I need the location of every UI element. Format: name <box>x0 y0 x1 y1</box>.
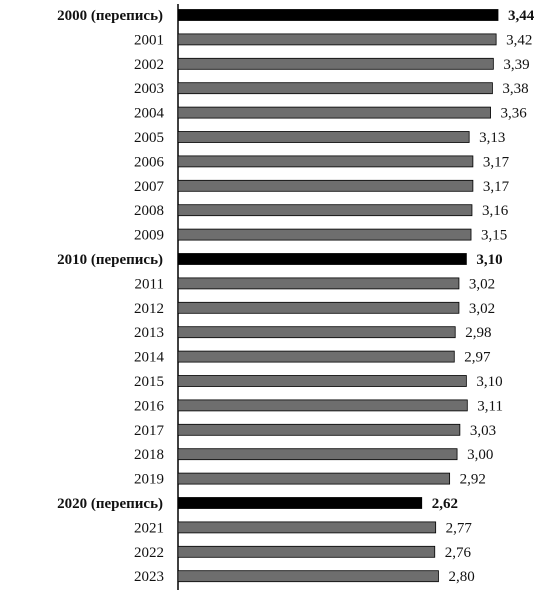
value-label: 3,36 <box>501 106 528 122</box>
value-label: 2,92 <box>460 472 486 488</box>
value-label: 3,02 <box>469 276 495 292</box>
category-label: 2018 <box>134 447 164 463</box>
category-label: 2023 <box>134 569 164 585</box>
value-label: 2,80 <box>448 569 474 585</box>
category-label: 2012 <box>134 301 164 317</box>
value-label: 3,10 <box>476 374 502 390</box>
category-label: 2002 <box>134 57 164 73</box>
category-label: 2007 <box>134 179 165 195</box>
bar <box>177 131 470 143</box>
category-label: 2011 <box>135 276 164 292</box>
value-label: 3,42 <box>506 32 532 48</box>
category-label: 2013 <box>134 325 164 341</box>
bar <box>177 399 468 412</box>
value-label: 2,98 <box>465 325 491 341</box>
category-label: 2010 (перепись) <box>57 252 163 268</box>
bar <box>177 472 451 485</box>
bar <box>177 545 436 558</box>
category-label: 2009 <box>134 228 164 244</box>
value-label: 3,38 <box>502 81 528 97</box>
category-label: 2020 (перепись) <box>57 496 163 512</box>
category-label: 2015 <box>134 374 164 390</box>
value-label: 3,00 <box>467 447 493 463</box>
category-label: 2008 <box>134 203 164 219</box>
category-label: 2016 <box>134 398 165 414</box>
value-label: 3,02 <box>469 301 495 317</box>
bar <box>177 106 491 119</box>
value-label: 2,76 <box>445 545 472 561</box>
bar <box>177 57 494 70</box>
bar <box>177 301 460 314</box>
category-label: 2017 <box>134 423 165 439</box>
value-label: 3,39 <box>503 57 529 73</box>
bar <box>177 155 474 168</box>
bar <box>177 33 497 46</box>
value-label: 3,03 <box>470 423 496 439</box>
bar <box>177 521 437 534</box>
value-label: 3,16 <box>482 203 509 219</box>
value-label: 2,62 <box>432 496 458 512</box>
bar <box>177 277 460 290</box>
value-label: 3,15 <box>481 228 507 244</box>
bar <box>177 497 423 509</box>
category-label: 2019 <box>134 472 164 488</box>
category-label: 2000 (перепись) <box>57 8 163 24</box>
bar <box>177 179 474 192</box>
bar <box>177 204 473 217</box>
category-label: 2003 <box>134 81 164 97</box>
category-label: 2006 <box>134 154 165 170</box>
category-label: 2001 <box>134 32 164 48</box>
category-label: 2005 <box>134 130 164 146</box>
bar <box>177 326 456 339</box>
bar <box>177 448 458 461</box>
category-label: 2004 <box>134 106 165 122</box>
bar <box>177 228 472 241</box>
value-label: 2,77 <box>446 520 473 536</box>
category-label: 2022 <box>134 545 164 561</box>
bar <box>177 9 499 21</box>
value-label: 3,17 <box>483 179 510 195</box>
category-label: 2021 <box>134 520 164 536</box>
bar <box>177 423 461 436</box>
value-label: 3,44 <box>508 8 535 24</box>
bar <box>177 375 467 387</box>
category-label: 2014 <box>134 350 165 366</box>
value-label: 3,17 <box>483 154 510 170</box>
bar <box>177 253 467 265</box>
bar <box>177 570 439 583</box>
value-label: 3,11 <box>477 398 503 414</box>
value-label: 3,10 <box>476 252 502 268</box>
value-label: 3,13 <box>479 130 505 146</box>
bar <box>177 82 493 95</box>
bar <box>177 350 455 363</box>
value-label: 2,97 <box>464 350 491 366</box>
